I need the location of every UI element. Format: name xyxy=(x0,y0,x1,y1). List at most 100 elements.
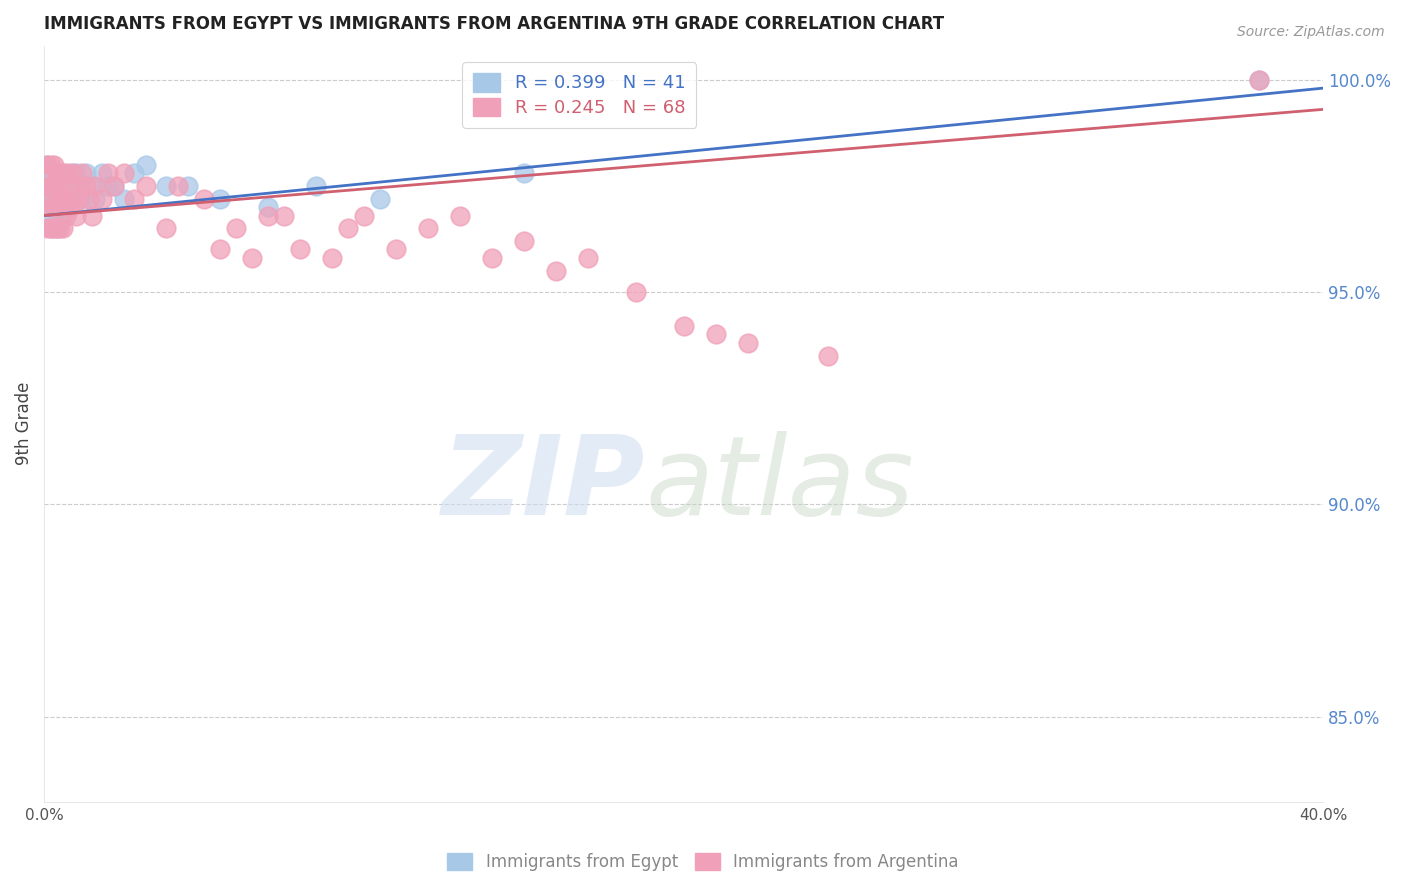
Point xyxy=(84,192,107,206)
Point xyxy=(49,192,72,206)
Point xyxy=(52,192,75,206)
Point xyxy=(135,157,157,171)
Point xyxy=(122,192,145,206)
Point xyxy=(45,200,67,214)
Point xyxy=(84,178,107,193)
Point xyxy=(257,200,280,214)
Point xyxy=(368,192,391,206)
Point xyxy=(67,192,90,206)
Point xyxy=(42,166,65,180)
Point xyxy=(65,209,87,223)
Point xyxy=(624,285,647,299)
Point xyxy=(55,200,77,214)
Point xyxy=(72,166,94,180)
Point xyxy=(72,192,94,206)
Point xyxy=(37,157,59,171)
Point xyxy=(49,166,72,180)
Point xyxy=(55,209,77,223)
Point xyxy=(45,200,67,214)
Point xyxy=(167,178,190,193)
Point xyxy=(67,178,90,193)
Point xyxy=(39,178,62,193)
Point xyxy=(112,166,135,180)
Point xyxy=(75,178,97,193)
Point xyxy=(449,209,471,223)
Y-axis label: 9th Grade: 9th Grade xyxy=(15,382,32,466)
Text: Source: ZipAtlas.com: Source: ZipAtlas.com xyxy=(1237,25,1385,39)
Point xyxy=(90,192,112,206)
Point xyxy=(37,157,59,171)
Point xyxy=(336,221,359,235)
Point xyxy=(37,178,59,193)
Point xyxy=(103,178,125,193)
Point xyxy=(55,166,77,180)
Point xyxy=(103,178,125,193)
Point xyxy=(55,178,77,193)
Point xyxy=(817,349,839,363)
Point xyxy=(77,192,100,206)
Point xyxy=(155,178,177,193)
Point xyxy=(42,178,65,193)
Legend: Immigrants from Egypt, Immigrants from Argentina: Immigrants from Egypt, Immigrants from A… xyxy=(439,845,967,880)
Point xyxy=(305,178,328,193)
Point xyxy=(42,157,65,171)
Point xyxy=(321,251,343,265)
Point xyxy=(576,251,599,265)
Point xyxy=(704,327,727,342)
Point xyxy=(59,178,82,193)
Point xyxy=(39,200,62,214)
Point xyxy=(240,251,263,265)
Text: IMMIGRANTS FROM EGYPT VS IMMIGRANTS FROM ARGENTINA 9TH GRADE CORRELATION CHART: IMMIGRANTS FROM EGYPT VS IMMIGRANTS FROM… xyxy=(44,15,945,33)
Point xyxy=(353,209,375,223)
Point xyxy=(288,243,311,257)
Point xyxy=(80,178,103,193)
Point xyxy=(59,192,82,206)
Point xyxy=(193,192,215,206)
Point xyxy=(672,318,695,333)
Point xyxy=(481,251,503,265)
Text: atlas: atlas xyxy=(645,431,914,538)
Point xyxy=(59,200,82,214)
Point xyxy=(544,264,567,278)
Point xyxy=(177,178,200,193)
Point xyxy=(39,166,62,180)
Point xyxy=(513,234,536,248)
Point xyxy=(97,178,120,193)
Point xyxy=(49,221,72,235)
Point xyxy=(257,209,280,223)
Point xyxy=(90,166,112,180)
Point xyxy=(225,221,247,235)
Point xyxy=(75,166,97,180)
Point xyxy=(135,178,157,193)
Point xyxy=(45,221,67,235)
Point xyxy=(80,209,103,223)
Point xyxy=(59,166,82,180)
Point xyxy=(737,335,759,350)
Point xyxy=(42,221,65,235)
Legend: R = 0.399   N = 41, R = 0.245   N = 68: R = 0.399 N = 41, R = 0.245 N = 68 xyxy=(463,62,696,128)
Point xyxy=(39,221,62,235)
Point xyxy=(42,200,65,214)
Point xyxy=(52,221,75,235)
Point xyxy=(52,166,75,180)
Point xyxy=(208,243,231,257)
Point xyxy=(513,166,536,180)
Point xyxy=(45,166,67,180)
Point xyxy=(208,192,231,206)
Point xyxy=(45,178,67,193)
Point xyxy=(45,221,67,235)
Point xyxy=(39,221,62,235)
Point xyxy=(1249,72,1271,87)
Point xyxy=(39,157,62,171)
Point xyxy=(65,166,87,180)
Point xyxy=(112,192,135,206)
Point xyxy=(37,192,59,206)
Point xyxy=(37,221,59,235)
Point xyxy=(42,209,65,223)
Point xyxy=(416,221,439,235)
Point xyxy=(42,192,65,206)
Point xyxy=(62,178,84,193)
Point xyxy=(65,178,87,193)
Point xyxy=(37,178,59,193)
Point xyxy=(49,192,72,206)
